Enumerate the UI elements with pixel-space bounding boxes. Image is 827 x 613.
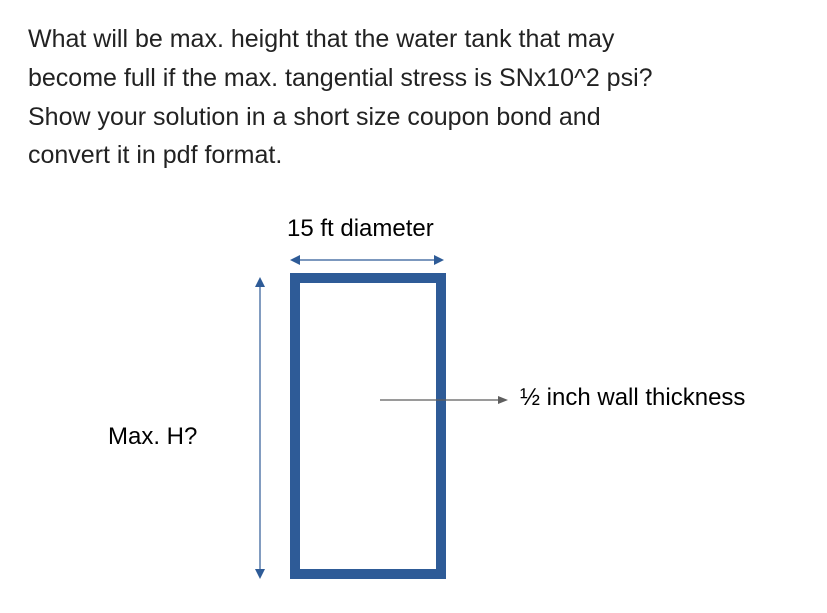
thickness-arrow-icon xyxy=(380,393,508,407)
tank-rectangle xyxy=(290,273,446,579)
max-height-label: Max. H? xyxy=(108,423,197,451)
question-line-4: convert it in pdf format. xyxy=(28,141,282,169)
question-line-2: become full if the max. tangential stres… xyxy=(28,64,653,92)
diagram-area: 15 ft diameter Max. H? ½ inch wall thick… xyxy=(28,205,799,585)
diameter-label: 15 ft diameter xyxy=(287,215,434,243)
height-double-arrow-icon xyxy=(253,277,267,579)
diameter-double-arrow-icon xyxy=(290,253,444,267)
question-line-1: What will be max. height that the water … xyxy=(28,25,614,53)
thickness-label: ½ inch wall thickness xyxy=(520,384,745,412)
question-text: What will be max. height that the water … xyxy=(28,20,799,175)
question-line-3: Show your solution in a short size coupo… xyxy=(28,103,601,131)
